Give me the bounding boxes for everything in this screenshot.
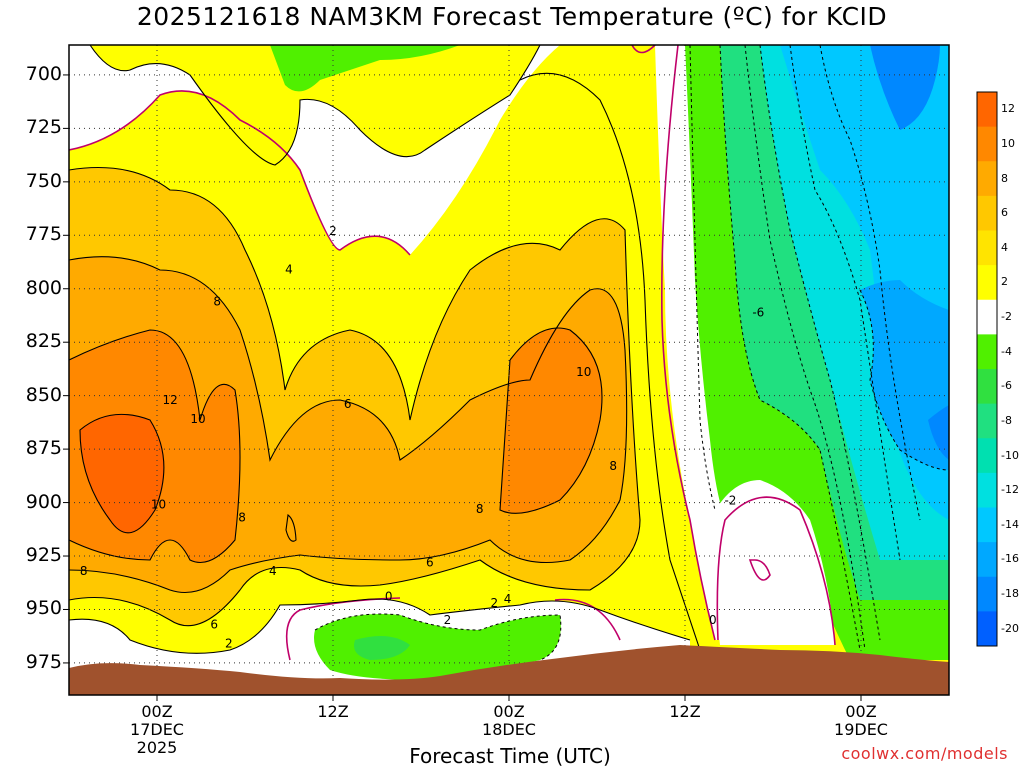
- contour-label: 4: [285, 263, 293, 277]
- y-tick-label: 725: [25, 116, 62, 139]
- contour-label: 2: [225, 637, 233, 651]
- x-axis-title: Forecast Time (UTC): [409, 744, 611, 768]
- y-tick-label: 775: [25, 223, 62, 246]
- colorbar-swatch: [977, 334, 997, 370]
- freezing-gap-lower: [710, 480, 835, 645]
- contour-label: 2: [491, 596, 499, 610]
- grid-lines: [69, 45, 949, 695]
- contour-label: 8: [238, 511, 246, 525]
- contour-label: 2: [329, 224, 337, 238]
- contour-label: 10: [190, 412, 205, 426]
- x-tick-label: 00Z 17DEC 2025: [130, 702, 184, 757]
- contour-label: 10: [151, 498, 166, 512]
- y-tick-label: 800: [25, 276, 62, 299]
- colorbar-label: -12: [1001, 483, 1019, 497]
- colorbar-swatch: [977, 161, 997, 197]
- y-tick-label: 750: [25, 169, 62, 192]
- x-tick-label: 12Z: [669, 702, 701, 721]
- colorbar-label: -8: [1001, 413, 1012, 427]
- colorbar-swatch: [977, 611, 997, 647]
- contour-label: 4: [504, 592, 512, 606]
- contour-label: 8: [213, 295, 221, 309]
- y-tick-label: 950: [25, 597, 62, 620]
- colorbar-label: 6: [1001, 206, 1008, 220]
- y-tick-label: 700: [25, 62, 62, 85]
- colorbar-label: -20: [1001, 621, 1019, 635]
- contour-label: 12: [163, 393, 178, 407]
- colorbar-label: -4: [1001, 344, 1012, 358]
- colorbar-label: -6: [1001, 379, 1012, 393]
- y-tick-label: 900: [25, 490, 62, 513]
- cold-pocket-top: [270, 45, 460, 92]
- x-tick-label: 00Z 18DEC: [482, 702, 536, 739]
- colorbar-label: -2: [1001, 310, 1012, 324]
- colorbar-swatch: [977, 92, 997, 128]
- x-tick-label: 00Z 19DEC: [834, 702, 888, 739]
- contour-label: 8: [80, 564, 88, 578]
- source-credit[interactable]: coolwx.com/models: [841, 744, 1008, 763]
- colorbar-swatch: [977, 576, 997, 612]
- colorbar-label: -18: [1001, 587, 1019, 601]
- colorbar-label: 10: [1001, 136, 1015, 150]
- terrain: [69, 645, 949, 695]
- y-tick-label: 975: [25, 650, 62, 673]
- colorbar-swatch: [977, 369, 997, 405]
- colorbar-swatch: [977, 230, 997, 266]
- chart-title: 2025121618 NAM3KM Forecast Temperature (…: [136, 2, 888, 31]
- colorbar-swatch: [977, 126, 997, 162]
- colorbar-swatch: [977, 438, 997, 474]
- colorbar-swatch: [977, 472, 997, 508]
- colorbar-swatch: [977, 299, 997, 335]
- freezing-gap: [655, 45, 740, 640]
- cold-region-18: [928, 405, 949, 460]
- contour-label: 6: [210, 617, 218, 631]
- warm-contours: [69, 45, 701, 654]
- cold-region-top-18: [870, 45, 940, 130]
- y-tick-label: 850: [25, 383, 62, 406]
- contour-label: 0: [709, 613, 717, 627]
- orange-core-right: [533, 386, 596, 490]
- contour-label: 0: [385, 590, 393, 604]
- colorbar-swatch: [977, 403, 997, 439]
- contour-label: -2: [724, 493, 736, 507]
- y-tick-label: 825: [25, 330, 62, 353]
- colorbar-label: 12: [1001, 102, 1015, 116]
- colorbar-label: -14: [1001, 517, 1019, 531]
- contour-label: 8: [609, 459, 617, 473]
- colorbar-swatch: [977, 265, 997, 301]
- x-tick-label: 12Z: [317, 702, 349, 721]
- colorbar-label: 8: [1001, 171, 1008, 185]
- colorbar-swatch: [977, 507, 997, 543]
- cold-region-16: [860, 280, 949, 470]
- cold-pocket-bottom: [314, 614, 561, 680]
- y-tick-label: 925: [25, 544, 62, 567]
- colorbar-label: -10: [1001, 448, 1019, 462]
- contour-label: 4: [269, 564, 277, 578]
- colorbar-label: 4: [1001, 240, 1008, 254]
- freezing-contours: [69, 45, 836, 661]
- contour-label: 2: [444, 613, 452, 627]
- contour-label: -6: [752, 305, 764, 319]
- warm-band-top: [90, 45, 540, 165]
- cold-core-bottom: [354, 636, 410, 660]
- contour-label: 6: [426, 555, 434, 569]
- contour-label: 6: [344, 397, 352, 411]
- colorbar-frame: [976, 91, 998, 647]
- contour-label: 8: [476, 502, 484, 516]
- axis-ticks: [63, 74, 862, 701]
- colorbar-swatch: [977, 542, 997, 578]
- cold-contours: [314, 45, 949, 661]
- contour-label: 10: [576, 365, 591, 379]
- y-tick-label: 875: [25, 437, 62, 460]
- colorbar: [976, 91, 998, 647]
- colorbar-label: 2: [1001, 275, 1008, 289]
- orange-layer-12: [80, 414, 164, 533]
- colorbar-swatch: [977, 195, 997, 231]
- colorbar-label: -16: [1001, 552, 1019, 566]
